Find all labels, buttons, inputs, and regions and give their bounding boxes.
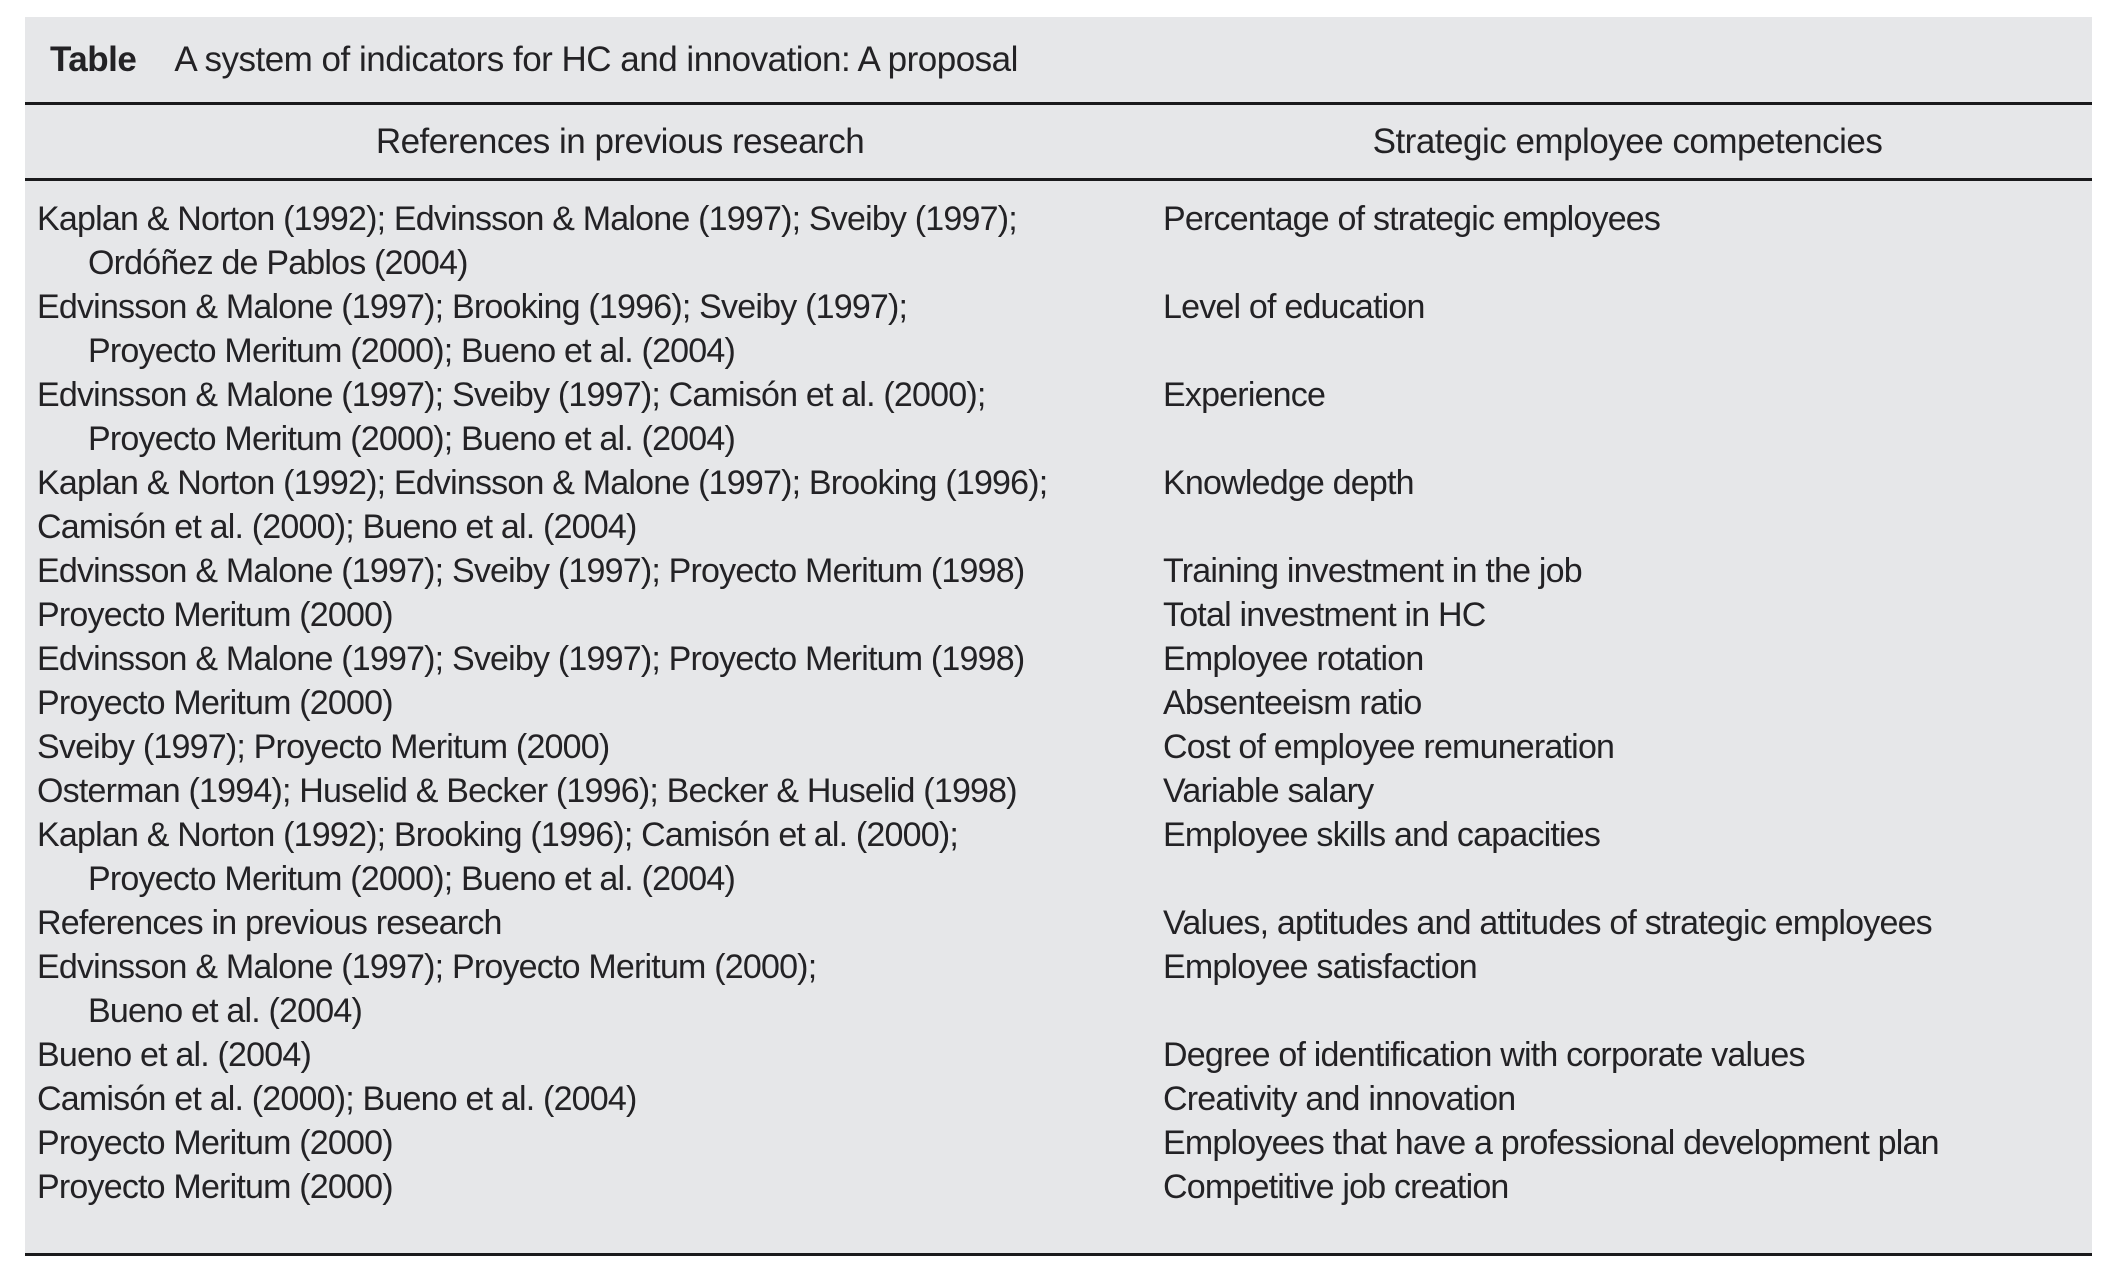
table-row: Kaplan & Norton (1992); Edvinsson & Malo…	[25, 197, 2092, 285]
references-cell: Sveiby (1997); Proyecto Meritum (2000)	[25, 725, 1163, 769]
references-cell: Edvinsson & Malone (1997); Sveiby (1997)…	[25, 549, 1163, 593]
competency-cell: Cost of employee remuneration	[1163, 728, 1615, 766]
references-cell: Bueno et al. (2004)	[25, 1033, 1163, 1077]
table-row: Edvinsson & Malone (1997); Sveiby (1997)…	[25, 637, 2092, 681]
reference-line: Bueno et al. (2004)	[37, 1036, 312, 1074]
table-row: Edvinsson & Malone (1997); Brooking (199…	[25, 285, 2092, 373]
column-header-competencies: Strategic employee competencies	[1372, 121, 1883, 161]
competency-cell: Employee skills and capacities	[1163, 816, 1601, 854]
references-cell: Edvinsson & Malone (1997); Proyecto Meri…	[25, 945, 1163, 1033]
reference-line: Edvinsson & Malone (1997); Sveiby (1997)…	[37, 640, 1025, 678]
references-cell: Edvinsson & Malone (1997); Sveiby (1997)…	[25, 637, 1163, 681]
competency-cell: Employees that have a professional devel…	[1163, 1124, 1940, 1162]
table-row: Camisón et al. (2000); Bueno et al. (200…	[25, 1077, 2092, 1121]
references-cell: Proyecto Meritum (2000)	[25, 1165, 1163, 1209]
reference-line: Kaplan & Norton (1992); Brooking (1996);…	[37, 816, 959, 854]
table-row: Edvinsson & Malone (1997); Proyecto Meri…	[25, 945, 2092, 1033]
reference-line: Camisón et al. (2000); Bueno et al. (200…	[37, 508, 637, 546]
table-row: Osterman (1994); Huselid & Becker (1996)…	[25, 769, 2092, 813]
reference-line: Proyecto Meritum (2000); Bueno et al. (2…	[88, 420, 736, 458]
competency-cell: Degree of identification with corporate …	[1163, 1036, 1806, 1074]
competency-cell: Employee rotation	[1163, 640, 1424, 678]
reference-line: Osterman (1994); Huselid & Becker (1996)…	[37, 772, 1018, 810]
reference-line: Proyecto Meritum (2000); Bueno et al. (2…	[88, 860, 736, 898]
references-cell: Camisón et al. (2000); Bueno et al. (200…	[25, 1077, 1163, 1121]
reference-line: Ordóñez de Pablos (2004)	[88, 244, 468, 282]
reference-line: Sveiby (1997); Proyecto Meritum (2000)	[37, 728, 610, 766]
table-row: Proyecto Meritum (2000) Absenteeism ratio	[25, 681, 2092, 725]
reference-line: References in previous research	[37, 904, 502, 942]
table-row: Edvinsson & Malone (1997); Sveiby (1997)…	[25, 549, 2092, 593]
table-row: Kaplan & Norton (1992); Brooking (1996);…	[25, 813, 2092, 901]
reference-line: Kaplan & Norton (1992); Edvinsson & Malo…	[37, 200, 1018, 238]
competency-cell: Experience	[1163, 376, 1326, 414]
references-cell: Osterman (1994); Huselid & Becker (1996)…	[25, 769, 1163, 813]
reference-line: Bueno et al. (2004)	[88, 992, 363, 1030]
reference-line: Proyecto Meritum (2000); Bueno et al. (2…	[88, 332, 736, 370]
indicators-table: Table A system of indicators for HC and …	[25, 17, 2092, 1256]
reference-line: Proyecto Meritum (2000)	[37, 1168, 394, 1206]
column-header-references: References in previous research	[375, 121, 865, 161]
competency-cell: Creativity and innovation	[1163, 1080, 1516, 1118]
references-cell: Proyecto Meritum (2000)	[25, 1121, 1163, 1165]
table-label: Table	[50, 39, 137, 79]
competency-cell: Competitive job creation	[1163, 1168, 1509, 1206]
reference-line: Proyecto Meritum (2000)	[37, 1124, 394, 1162]
reference-line: Kaplan & Norton (1992); Edvinsson & Malo…	[37, 464, 1048, 502]
references-cell: Kaplan & Norton (1992); Edvinsson & Malo…	[25, 197, 1163, 285]
reference-line: Proyecto Meritum (2000)	[37, 684, 394, 722]
competency-cell: Knowledge depth	[1163, 464, 1415, 502]
competency-cell: Training investment in the job	[1163, 552, 1583, 590]
reference-line: Proyecto Meritum (2000)	[37, 596, 394, 634]
table-row: Edvinsson & Malone (1997); Sveiby (1997)…	[25, 373, 2092, 461]
reference-line: Edvinsson & Malone (1997); Sveiby (1997)…	[37, 552, 1025, 590]
reference-line: Edvinsson & Malone (1997); Sveiby (1997)…	[37, 376, 986, 414]
references-cell: Edvinsson & Malone (1997); Brooking (199…	[25, 285, 1163, 373]
references-cell: References in previous research	[25, 901, 1163, 945]
references-cell: Edvinsson & Malone (1997); Sveiby (1997)…	[25, 373, 1163, 461]
references-cell: Proyecto Meritum (2000)	[25, 681, 1163, 725]
table-row: Bueno et al. (2004) Degree of identificat…	[25, 1033, 2092, 1077]
competency-cell: Absenteeism ratio	[1163, 684, 1422, 722]
table-row: Proyecto Meritum (2000) Employees that ha…	[25, 1121, 2092, 1165]
competency-cell: Values, aptitudes and attitudes of strat…	[1163, 904, 1933, 942]
table-title: A system of indicators for HC and innova…	[174, 39, 1018, 79]
competency-cell: Employee satisfaction	[1163, 948, 1478, 986]
table-row: Sveiby (1997); Proyecto Meritum (2000) Co…	[25, 725, 2092, 769]
table-row: Proyecto Meritum (2000) Total investment …	[25, 593, 2092, 637]
competency-cell: Percentage of strategic employees	[1163, 200, 1661, 238]
references-cell: Proyecto Meritum (2000)	[25, 593, 1163, 637]
references-cell: Kaplan & Norton (1992); Edvinsson & Malo…	[25, 461, 1163, 549]
references-cell: Kaplan & Norton (1992); Brooking (1996);…	[25, 813, 1163, 901]
table-body: Kaplan & Norton (1992); Edvinsson & Malo…	[25, 181, 2092, 1253]
reference-line: Camisón et al. (2000); Bueno et al. (200…	[37, 1080, 637, 1118]
competency-cell: Level of education	[1163, 288, 1425, 326]
table-row: Proyecto Meritum (2000) Competitive job c…	[25, 1165, 2092, 1209]
reference-line: Edvinsson & Malone (1997); Proyecto Meri…	[37, 948, 817, 986]
competency-cell: Variable salary	[1163, 772, 1374, 810]
column-header-row: References in previous research Strategi…	[25, 105, 2092, 181]
reference-line: Edvinsson & Malone (1997); Brooking (199…	[37, 288, 908, 326]
table-row: Kaplan & Norton (1992); Edvinsson & Malo…	[25, 461, 2092, 549]
competency-cell: Total investment in HC	[1163, 596, 1486, 634]
table-row: References in previous research Values, a…	[25, 901, 2092, 945]
table-caption: Table A system of indicators for HC and …	[25, 17, 2092, 105]
